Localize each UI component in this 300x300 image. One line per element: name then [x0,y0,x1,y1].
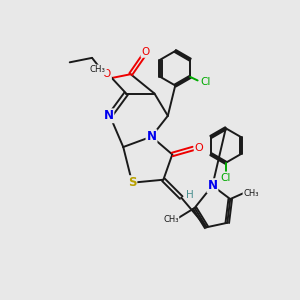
Text: O: O [103,69,111,79]
Text: O: O [141,47,150,57]
Text: N: N [146,130,157,143]
Text: Cl: Cl [220,172,231,183]
Text: O: O [195,143,203,153]
Text: N: N [207,179,218,192]
Text: CH₃: CH₃ [163,215,178,224]
Text: N: N [103,109,113,122]
Text: H: H [186,190,194,200]
Text: CH₃: CH₃ [90,65,106,74]
Text: Cl: Cl [200,77,211,87]
Text: S: S [128,176,136,189]
Text: CH₃: CH₃ [243,189,259,198]
